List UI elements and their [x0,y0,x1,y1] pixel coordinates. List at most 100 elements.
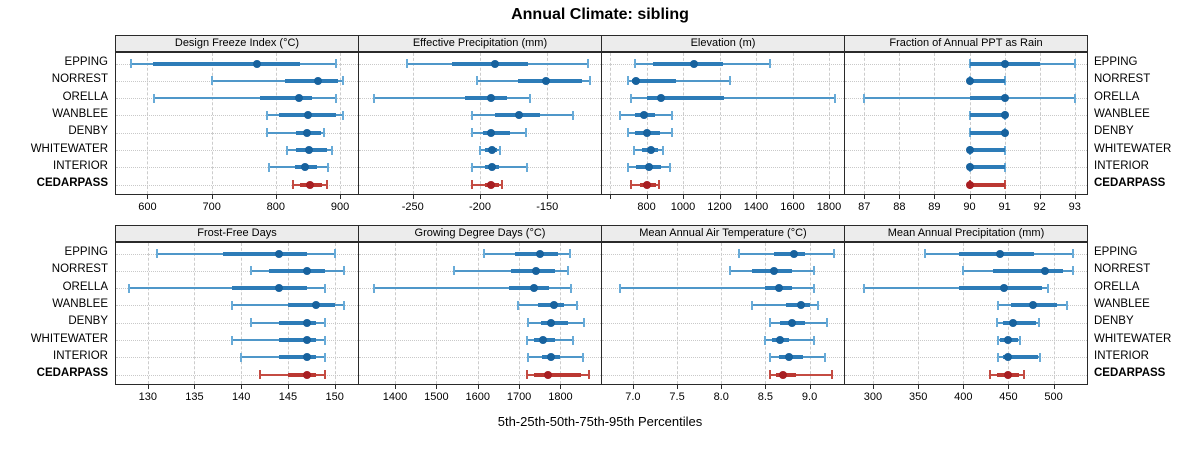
axis-tick [394,384,396,389]
median-dot [642,180,651,189]
row-guide [845,132,1087,134]
median-dot [789,249,798,258]
whisker-cap [479,145,481,155]
axis-tick [677,384,679,389]
gridline [864,53,866,194]
interval-5-95 [863,287,1049,290]
axis-tick-label: 90 [963,201,976,213]
interval-5-95 [129,287,326,290]
whisker-cap [996,352,999,362]
site-label-left-orella: ORELLA [62,90,108,103]
axis-tick [756,194,758,199]
axis-tick-label: 600 [138,201,157,213]
whisker-cap [633,59,636,68]
site-label-right-cedarpass: CEDARPASS [1094,177,1166,190]
axis-tick-label: 1800 [816,201,842,213]
median-dot [274,249,283,258]
gridline [436,243,438,384]
axis-tick-label: 1700 [506,391,532,403]
whisker-cap [1003,145,1006,155]
whisker-cap [258,370,261,380]
whisker-cap [630,180,633,190]
whisker-cap [627,128,630,138]
median-dot [1000,128,1009,137]
interval-25-75 [152,61,300,66]
interval-25-75 [278,355,316,360]
axis-tick-label: 500 [1044,391,1063,403]
axis-tick-label: 87 [858,201,871,213]
axis-tick-label: 800 [637,201,656,213]
axis-tick-label: 800 [266,201,285,213]
row-guide [845,322,1087,324]
axis-tick-label: 8.0 [713,391,729,403]
gridline [519,243,521,384]
whisker-cap [571,110,574,120]
median-dot [301,163,310,172]
whisker-cap [627,162,630,172]
figure-title: Annual Climate: sibling [511,6,689,23]
whisker-cap [586,59,589,68]
whisker-cap [326,180,329,190]
interval-5-95 [627,79,731,82]
interval-5-95 [630,97,835,100]
whisker-cap [1073,59,1076,68]
interval-5-95 [231,304,344,307]
axis-tick-label: 350 [908,391,928,403]
whisker-cap [322,128,325,138]
whisker-cap [470,110,473,120]
whisker-cap [769,59,772,68]
whisker-cap [1066,300,1069,310]
interval-25-75 [231,286,307,291]
interval-25-75 [259,96,313,101]
whisker-cap [662,145,665,155]
axis-tick [632,384,634,389]
interval-25-75 [451,61,529,66]
whisker-cap [833,249,836,258]
interval-25-75 [969,96,1005,101]
whisker-cap [1072,249,1075,258]
interval-5-95 [266,131,324,134]
panel-mean-annual-precipitation [844,242,1088,385]
whisker-cap [249,318,252,328]
axis-tick [719,194,721,199]
whisker-cap [333,249,336,258]
whisker-cap [292,180,295,190]
axis-tick-label: -150 [536,201,559,213]
median-dot [488,146,497,154]
median-dot [645,163,654,172]
whisker-cap [500,180,503,190]
row-guide [602,340,844,341]
whisker-cap [152,93,155,103]
whisker-cap [324,335,327,345]
whisker-cap [470,162,473,172]
gridline [194,243,196,384]
axis-tick-label: 1600 [465,391,490,403]
strip-mean-annual-air-temperature: Mean Annual Air Temperature (°C) [601,225,845,242]
site-label-right-orella: ORELLA [1094,90,1140,103]
interval-25-75 [969,182,1005,187]
gridline [412,53,414,194]
whisker-cap [924,249,927,258]
whisker-cap [406,59,409,68]
whisker-cap [669,162,672,172]
axis-tick-label: 400 [954,391,973,403]
whisker-cap [324,370,327,380]
whisker-cap [452,266,455,276]
whisker-cap [230,300,233,310]
gridline [792,53,794,194]
median-dot [531,266,540,275]
whisker-cap [826,318,829,328]
panel-growing-degree-days [358,242,602,385]
row-guide [602,150,844,151]
row-guide [845,63,1087,65]
site-label-right-epping: EPPING [1094,56,1138,68]
interval-25-75 [969,130,1005,135]
site-label-right-epping: EPPING [1094,246,1138,258]
interval-25-75 [287,372,316,377]
row-guide [845,374,1087,376]
interval-25-75 [969,78,1005,83]
axis-tick [147,194,149,199]
whisker-cap [751,300,754,310]
median-dot [539,336,548,344]
axis-tick-label: 700 [202,201,221,213]
